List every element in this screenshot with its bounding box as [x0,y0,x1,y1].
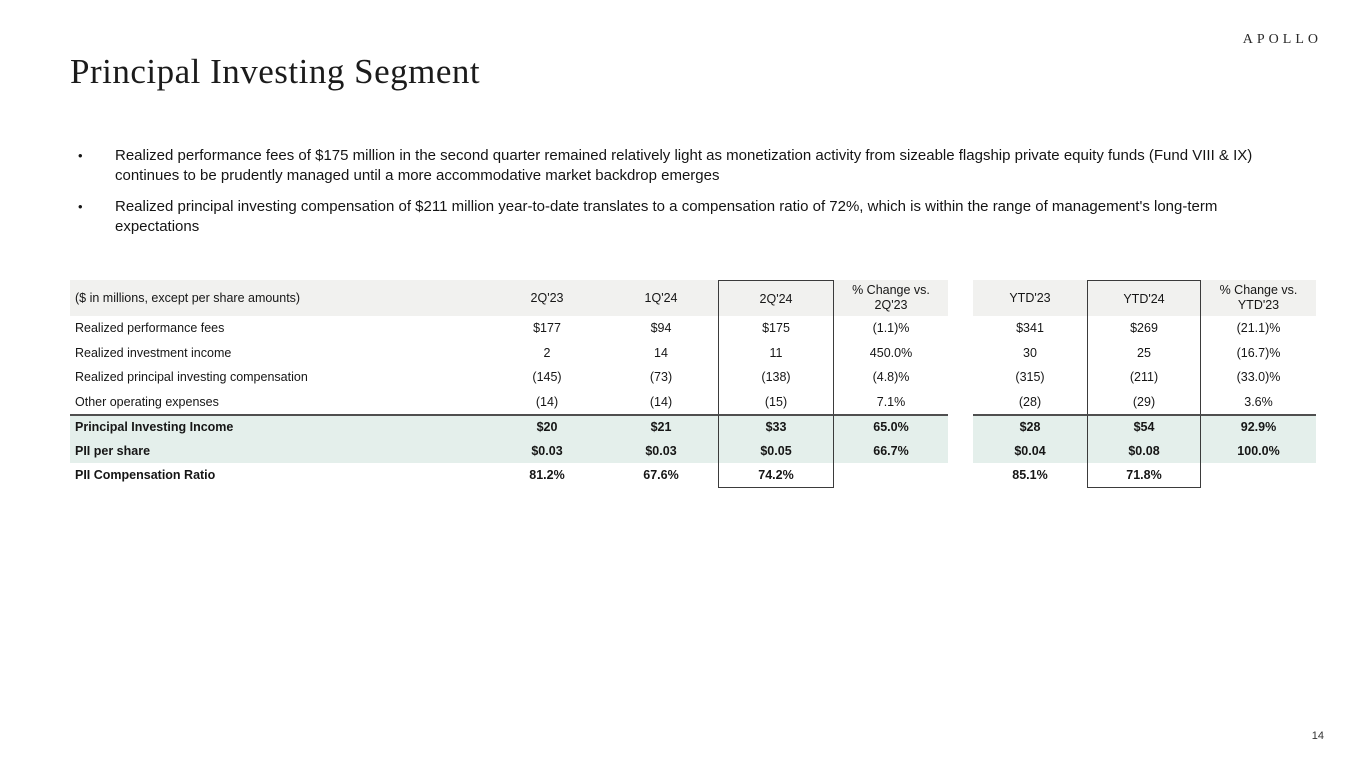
bullet-marker-icon: • [78,148,83,163]
cell-2q24: $33 [718,414,834,439]
cell-ytd23: $341 [1016,321,1044,336]
cell-1q24: 14 [654,345,668,360]
cell-2q24: (138) [718,365,834,390]
cell-change-q: 65.0% [834,414,948,439]
cell-ytd23: $0.04 [973,438,1087,463]
cell-change-ytd: (16.7)% [1236,345,1281,360]
row-label: Other operating expenses [75,394,219,409]
row-label: Realized performance fees [75,321,225,336]
cell-2q24: $0.05 [718,438,834,463]
col-header-change-ytd: % Change vs. YTD'23 [1201,280,1316,316]
cell-2q24: 11 [718,340,834,365]
cell-change-q [834,463,948,488]
cell-ytd24: (29) [1087,389,1201,414]
bullet-text: Realized performance fees of $175 millio… [115,147,1253,184]
cell-change-q: 7.1% [876,394,906,409]
bullet-list: • Realized performance fees of $175 mill… [70,146,1284,248]
cell-ytd24: $0.08 [1087,438,1201,463]
col-header-1q24: 1Q'24 [604,280,718,316]
row-label: PII Compensation Ratio [75,468,216,483]
cell-2q23: $20 [490,414,604,439]
cell-2q24: $175 [718,316,834,341]
cell-2q24: (15) [718,389,834,414]
row-label: PII per share [70,438,490,463]
col-header-2q24: 2Q'24 [718,280,834,316]
apollo-logo: APOLLO [1242,32,1322,47]
column-gap [948,414,973,439]
cell-1q24: (73) [649,370,673,385]
page-title: Principal Investing Segment [70,52,481,91]
cell-ytd23: (28) [1018,394,1042,409]
cell-ytd24: $54 [1087,414,1201,439]
cell-change-q: (4.8)% [872,370,910,385]
cell-ytd23: (315) [1015,370,1045,385]
bullet-marker-icon: • [78,199,83,214]
row-label: Realized investment income [75,345,232,360]
column-gap [948,365,973,390]
cell-change-ytd: 100.0% [1201,438,1316,463]
bullet-item: • Realized principal investing compensat… [70,197,1284,236]
cell-2q24: 74.2% [718,463,834,488]
cell-ytd24: (211) [1087,365,1201,390]
cell-1q24: $21 [604,414,718,439]
financials-table: ($ in millions, except per share amounts… [70,280,1316,488]
cell-2q23: 2 [543,345,551,360]
column-gap [948,316,973,341]
cell-ytd24: 25 [1087,340,1201,365]
cell-change-q: (1.1)% [872,321,910,336]
col-header-ytd24: YTD'24 [1087,280,1201,316]
cell-ytd24: $269 [1087,316,1201,341]
page-number: 14 [1311,730,1324,742]
bullet-item: • Realized performance fees of $175 mill… [70,146,1284,185]
table-unit-label: ($ in millions, except per share amounts… [70,280,490,316]
cell-1q24: $94 [650,321,672,336]
column-gap [948,280,973,316]
column-gap [948,463,973,488]
row-label: Realized principal investing compensatio… [75,370,308,385]
column-gap [948,340,973,365]
cell-change-ytd: 3.6% [1244,394,1273,409]
cell-ytd23: 30 [1023,345,1037,360]
cell-ytd23: $28 [973,414,1087,439]
cell-change-ytd: 92.9% [1201,414,1316,439]
cell-2q23: $177 [533,321,561,336]
cell-2q23: (14) [535,394,559,409]
cell-change-ytd: (33.0)% [1236,370,1281,385]
cell-2q23: (145) [532,370,562,385]
cell-2q23: 81.2% [529,468,565,483]
column-gap [948,438,973,463]
cell-1q24: (14) [649,394,673,409]
cell-change-ytd [1201,463,1316,488]
col-header-change-q: % Change vs. 2Q'23 [834,280,948,316]
cell-ytd24: 71.8% [1087,463,1201,488]
col-header-2q23: 2Q'23 [490,280,604,316]
cell-change-q: 450.0% [869,345,913,360]
column-gap [948,389,973,414]
cell-ytd23: 85.1% [1012,468,1048,483]
row-label: Principal Investing Income [70,414,490,439]
cell-2q23: $0.03 [490,438,604,463]
cell-change-q: 66.7% [834,438,948,463]
cell-change-ytd: (21.1)% [1236,321,1281,336]
col-header-ytd23: YTD'23 [973,280,1087,316]
bullet-text: Realized principal investing compensatio… [115,198,1218,235]
cell-1q24: $0.03 [604,438,718,463]
cell-1q24: 67.6% [643,468,679,483]
